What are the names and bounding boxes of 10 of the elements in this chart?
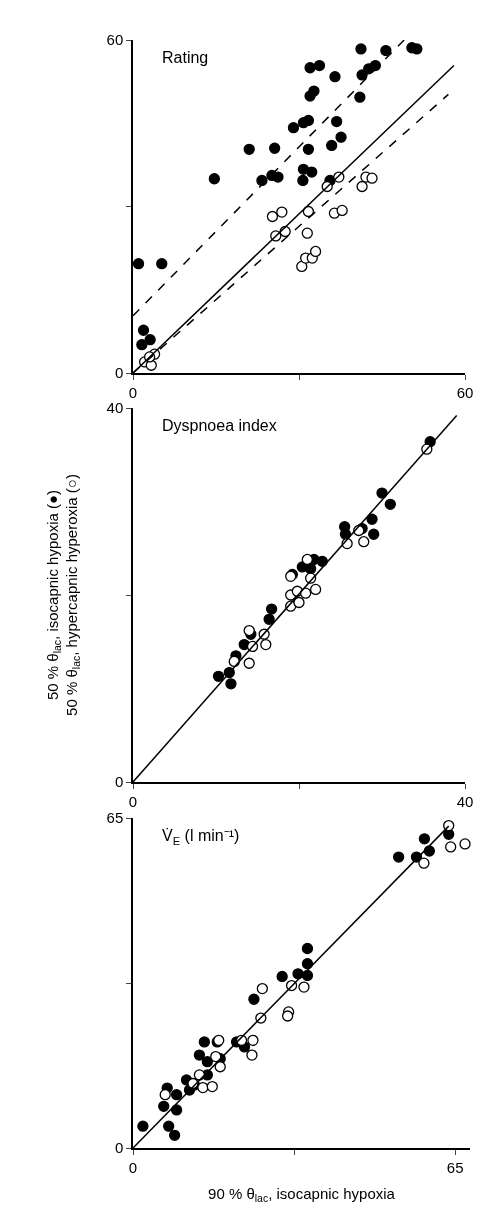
y-tick-label: 0 (114, 364, 124, 382)
y-tick-label: 0 (114, 1139, 124, 1157)
text: V̇$_{E}$ (l min⁻¹) (162, 827, 240, 847)
text: Rating (162, 49, 209, 66)
y-tick-label: 0 (114, 773, 124, 791)
text: Dyspnoea index (162, 417, 277, 434)
y-tick-label: 40 (106, 399, 124, 417)
y-tick-label: 65 (106, 809, 124, 827)
y-tick-label: 60 (106, 31, 124, 49)
x-axis-title: 90 % θ$_{lac}$, isocapnic hypoxia (208, 1185, 396, 1205)
